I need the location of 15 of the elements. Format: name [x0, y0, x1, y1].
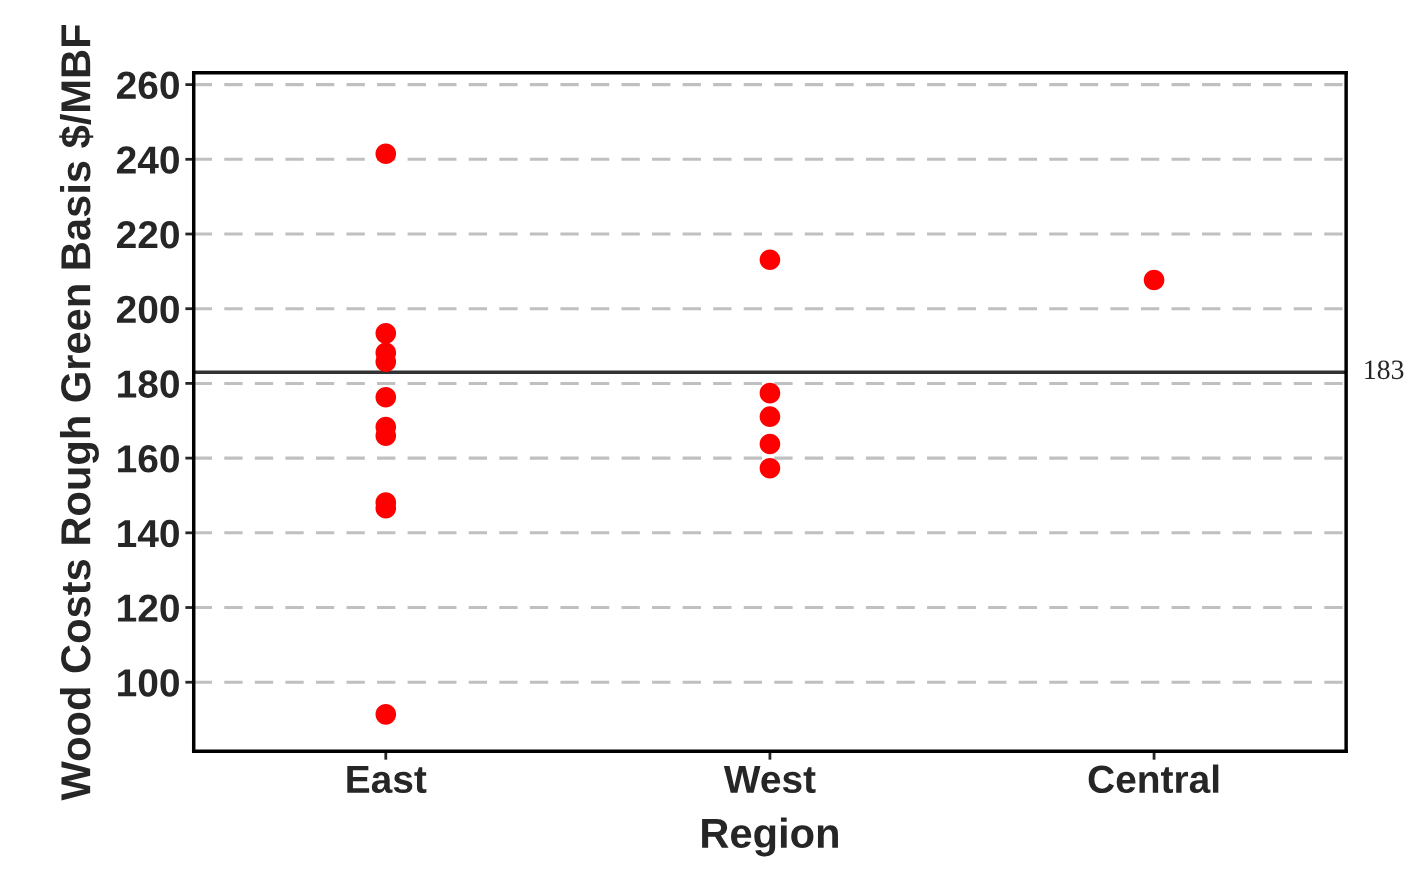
y-tick-label: 240 — [116, 146, 179, 174]
y-axis-title: Wood Costs Rough Green Basis $/MBF — [59, 24, 99, 801]
x-tick-label: Central — [1088, 764, 1219, 794]
y-tick-label: 220 — [116, 220, 179, 249]
x-axis-title: Region — [702, 817, 838, 857]
x-tick-label: West — [723, 765, 816, 794]
y-tick-label: 200 — [116, 295, 179, 324]
y-tick-label: 140 — [118, 519, 179, 548]
x-tick-label: East — [347, 765, 427, 794]
y-tick-label: 120 — [118, 594, 179, 622]
y-tick-label: 260 — [116, 71, 179, 100]
y-tick-label: 100 — [118, 669, 179, 697]
y-tick-label: 160 — [118, 445, 179, 473]
ref-line-label: 183 — [1365, 360, 1404, 380]
y-tick-label: 180 — [118, 370, 179, 398]
